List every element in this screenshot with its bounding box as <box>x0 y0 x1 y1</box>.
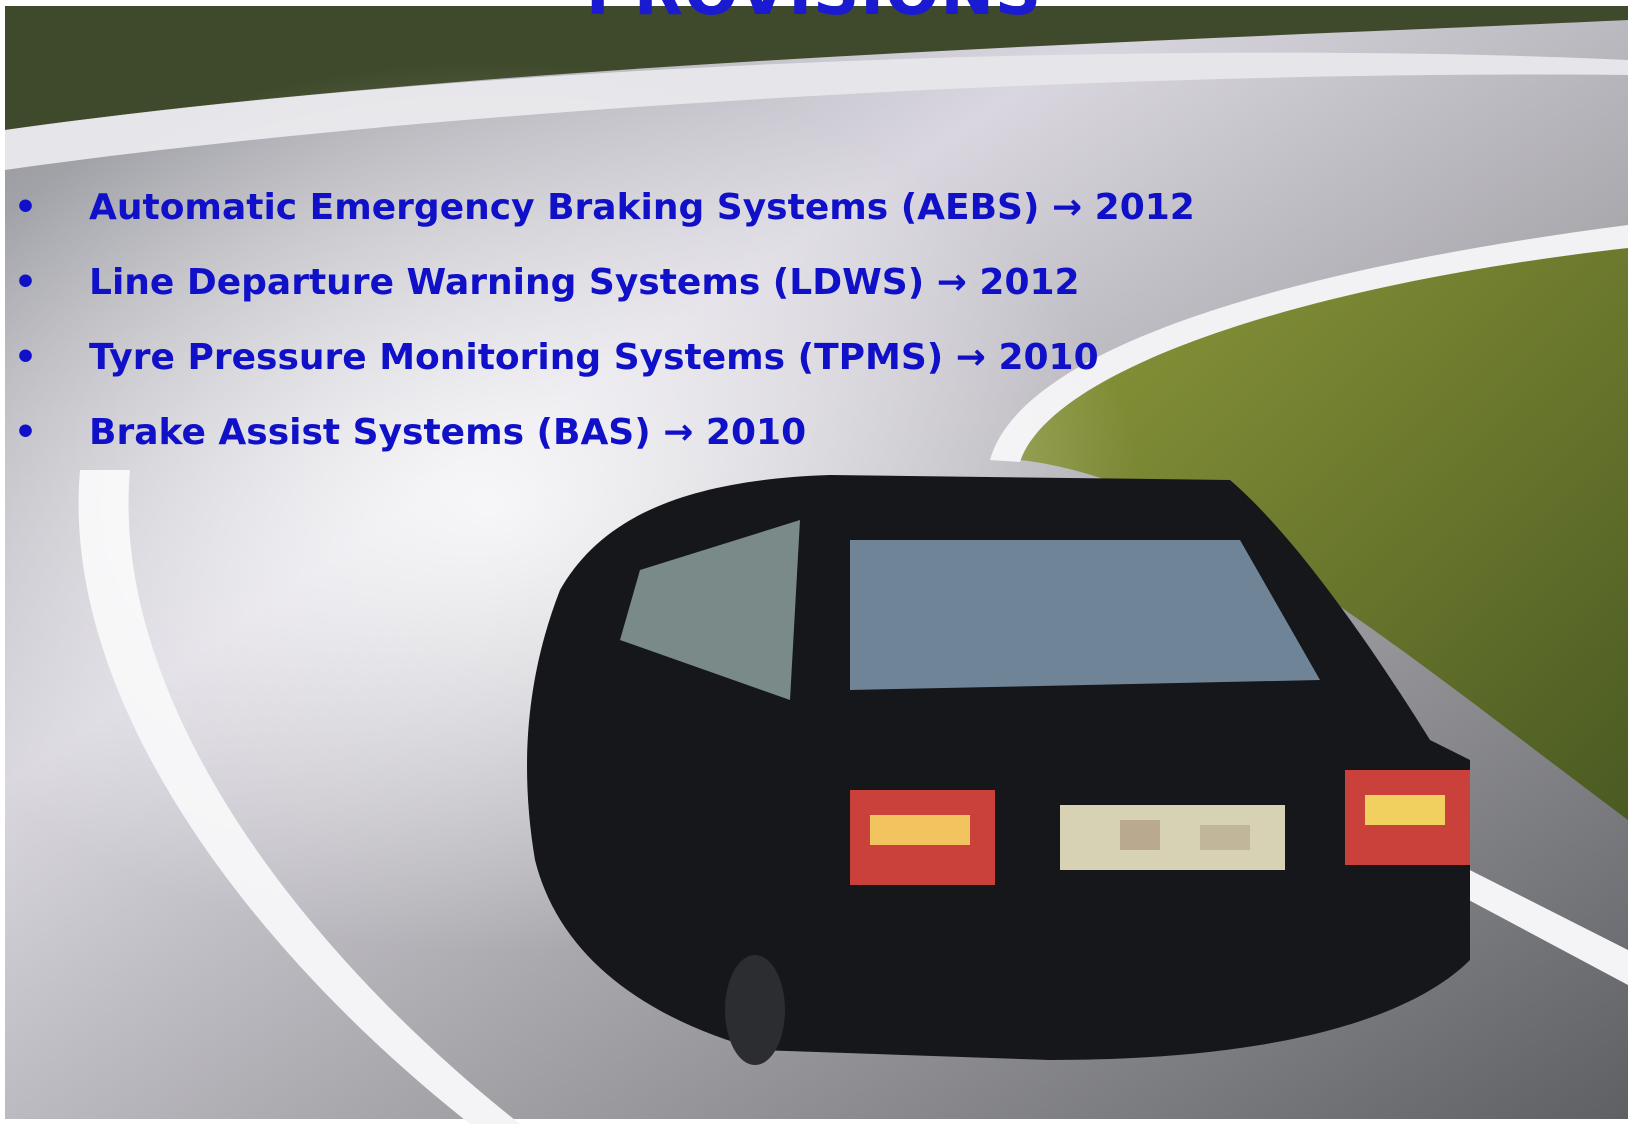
bullet-item: Tyre Pressure Monitoring Systems (TPMS) … <box>0 330 1195 405</box>
bullet-item: Line Departure Warning Systems (LDWS) → … <box>0 255 1195 330</box>
slide-title: PROVISIONS <box>0 0 1628 30</box>
slide: PROVISIONS Automatic Emergency Braking S… <box>0 0 1628 1124</box>
bullet-item: Automatic Emergency Braking Systems (AEB… <box>0 180 1195 255</box>
bullet-item: Brake Assist Systems (BAS) → 2010 <box>0 405 1195 480</box>
background-photo <box>0 0 1628 1124</box>
bullet-list: Automatic Emergency Braking Systems (AEB… <box>0 180 1195 480</box>
